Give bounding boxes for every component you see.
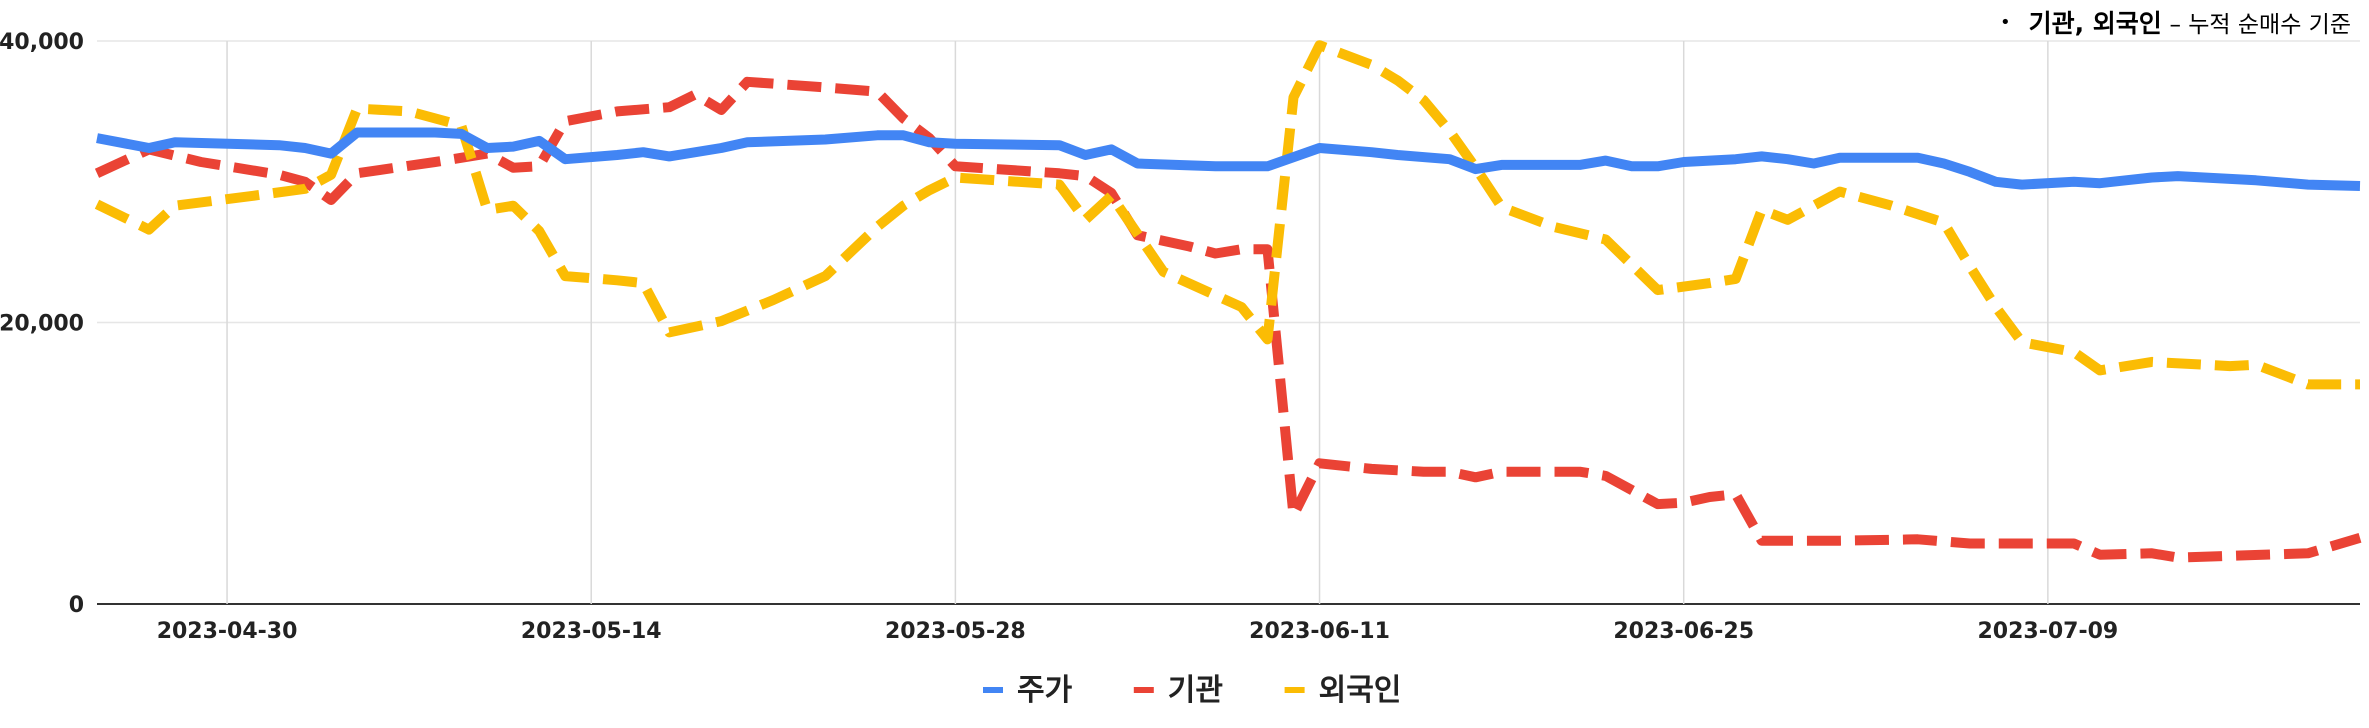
y-tick-label: 40,000 [0, 30, 84, 55]
x-tick-label: 2023-05-28 [885, 619, 1026, 644]
chart-note: • 기관, 외국인 – 누적 순매수 기준 [2000, 4, 2351, 40]
y-tick-label: 0 [69, 593, 84, 618]
legend-label: 외국인 [1319, 673, 1402, 708]
series-line-0 [96, 127, 2361, 191]
note-bullet: • [1999, 11, 2011, 33]
x-tick-label: 2023-06-11 [1249, 619, 1390, 644]
series-line-1 [94, 76, 2362, 563]
legend-label: 기관 [1168, 673, 1223, 708]
x-tick-label: 2023-05-14 [521, 619, 662, 644]
note-main-text: 기관, 외국인 [2028, 9, 2162, 38]
x-tick-label: 2023-06-25 [1613, 619, 1754, 644]
y-tick-label: 20,000 [0, 312, 84, 337]
x-tick-label: 2023-07-09 [1977, 619, 2118, 644]
x-tick-label: 2023-04-30 [157, 619, 298, 644]
legend-label: 주가 [1017, 673, 1073, 708]
note-sub-text: – 누적 순매수 기준 [2169, 12, 2351, 38]
series-line-2 [94, 40, 2360, 390]
